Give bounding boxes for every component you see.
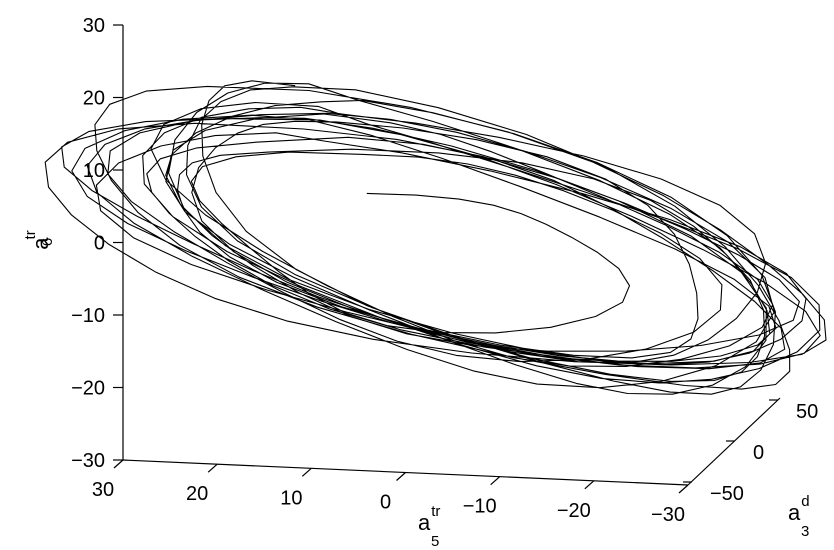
x-tick-label: 0 — [380, 492, 391, 514]
z-tick-label: −30 — [71, 450, 105, 472]
z-ticks: 30 20 10 0 −10 −20 −30 — [71, 15, 123, 472]
x-tick — [396, 472, 406, 481]
x-tick — [207, 463, 218, 473]
z-axis-label: atr — [22, 230, 53, 249]
x-tick — [490, 476, 501, 486]
x-tick-label: 30 — [92, 479, 114, 501]
z-tick-label: 20 — [83, 88, 105, 110]
y-axis-label: ad — [788, 493, 810, 525]
y-ticks: −50 0 50 — [683, 399, 818, 505]
z-tick-label: 10 — [83, 160, 105, 182]
x-tick — [584, 480, 595, 490]
x-tick — [113, 459, 124, 469]
y-axis-label-subscript: 3 — [801, 523, 809, 540]
y-tick-label: −50 — [710, 483, 744, 505]
z-tick-label: −20 — [71, 378, 105, 400]
x-axis-label-subscript: 5 — [431, 533, 439, 550]
x-axis-label: atr — [418, 503, 440, 535]
x-tick-label: 10 — [280, 487, 302, 509]
z-axis: 30 20 10 0 −10 −20 −30 atr 6 — [22, 15, 124, 472]
y-tick-label: 0 — [753, 442, 764, 464]
x-tick-label: −30 — [651, 504, 685, 526]
x-tick-label: −20 — [557, 500, 591, 522]
trajectory-line — [44, 80, 827, 395]
x-ticks: 30 20 10 0 −10 −20 −30 — [92, 459, 689, 526]
x-axis: 30 20 10 0 −10 −20 −30 atr 5 — [92, 459, 689, 550]
y-tick-label: 50 — [796, 401, 818, 423]
y-axis: −50 0 50 ad 3 — [683, 397, 818, 540]
z-tick-label: 0 — [94, 233, 105, 255]
z-tick-label: −10 — [71, 305, 105, 327]
x-tick-label: −10 — [463, 496, 497, 518]
z-tick-label: 30 — [83, 15, 105, 37]
x-tick — [301, 467, 312, 477]
z-axis-label-subscript: 6 — [39, 238, 56, 246]
x-tick — [678, 484, 689, 494]
x-tick-label: 20 — [186, 483, 208, 505]
